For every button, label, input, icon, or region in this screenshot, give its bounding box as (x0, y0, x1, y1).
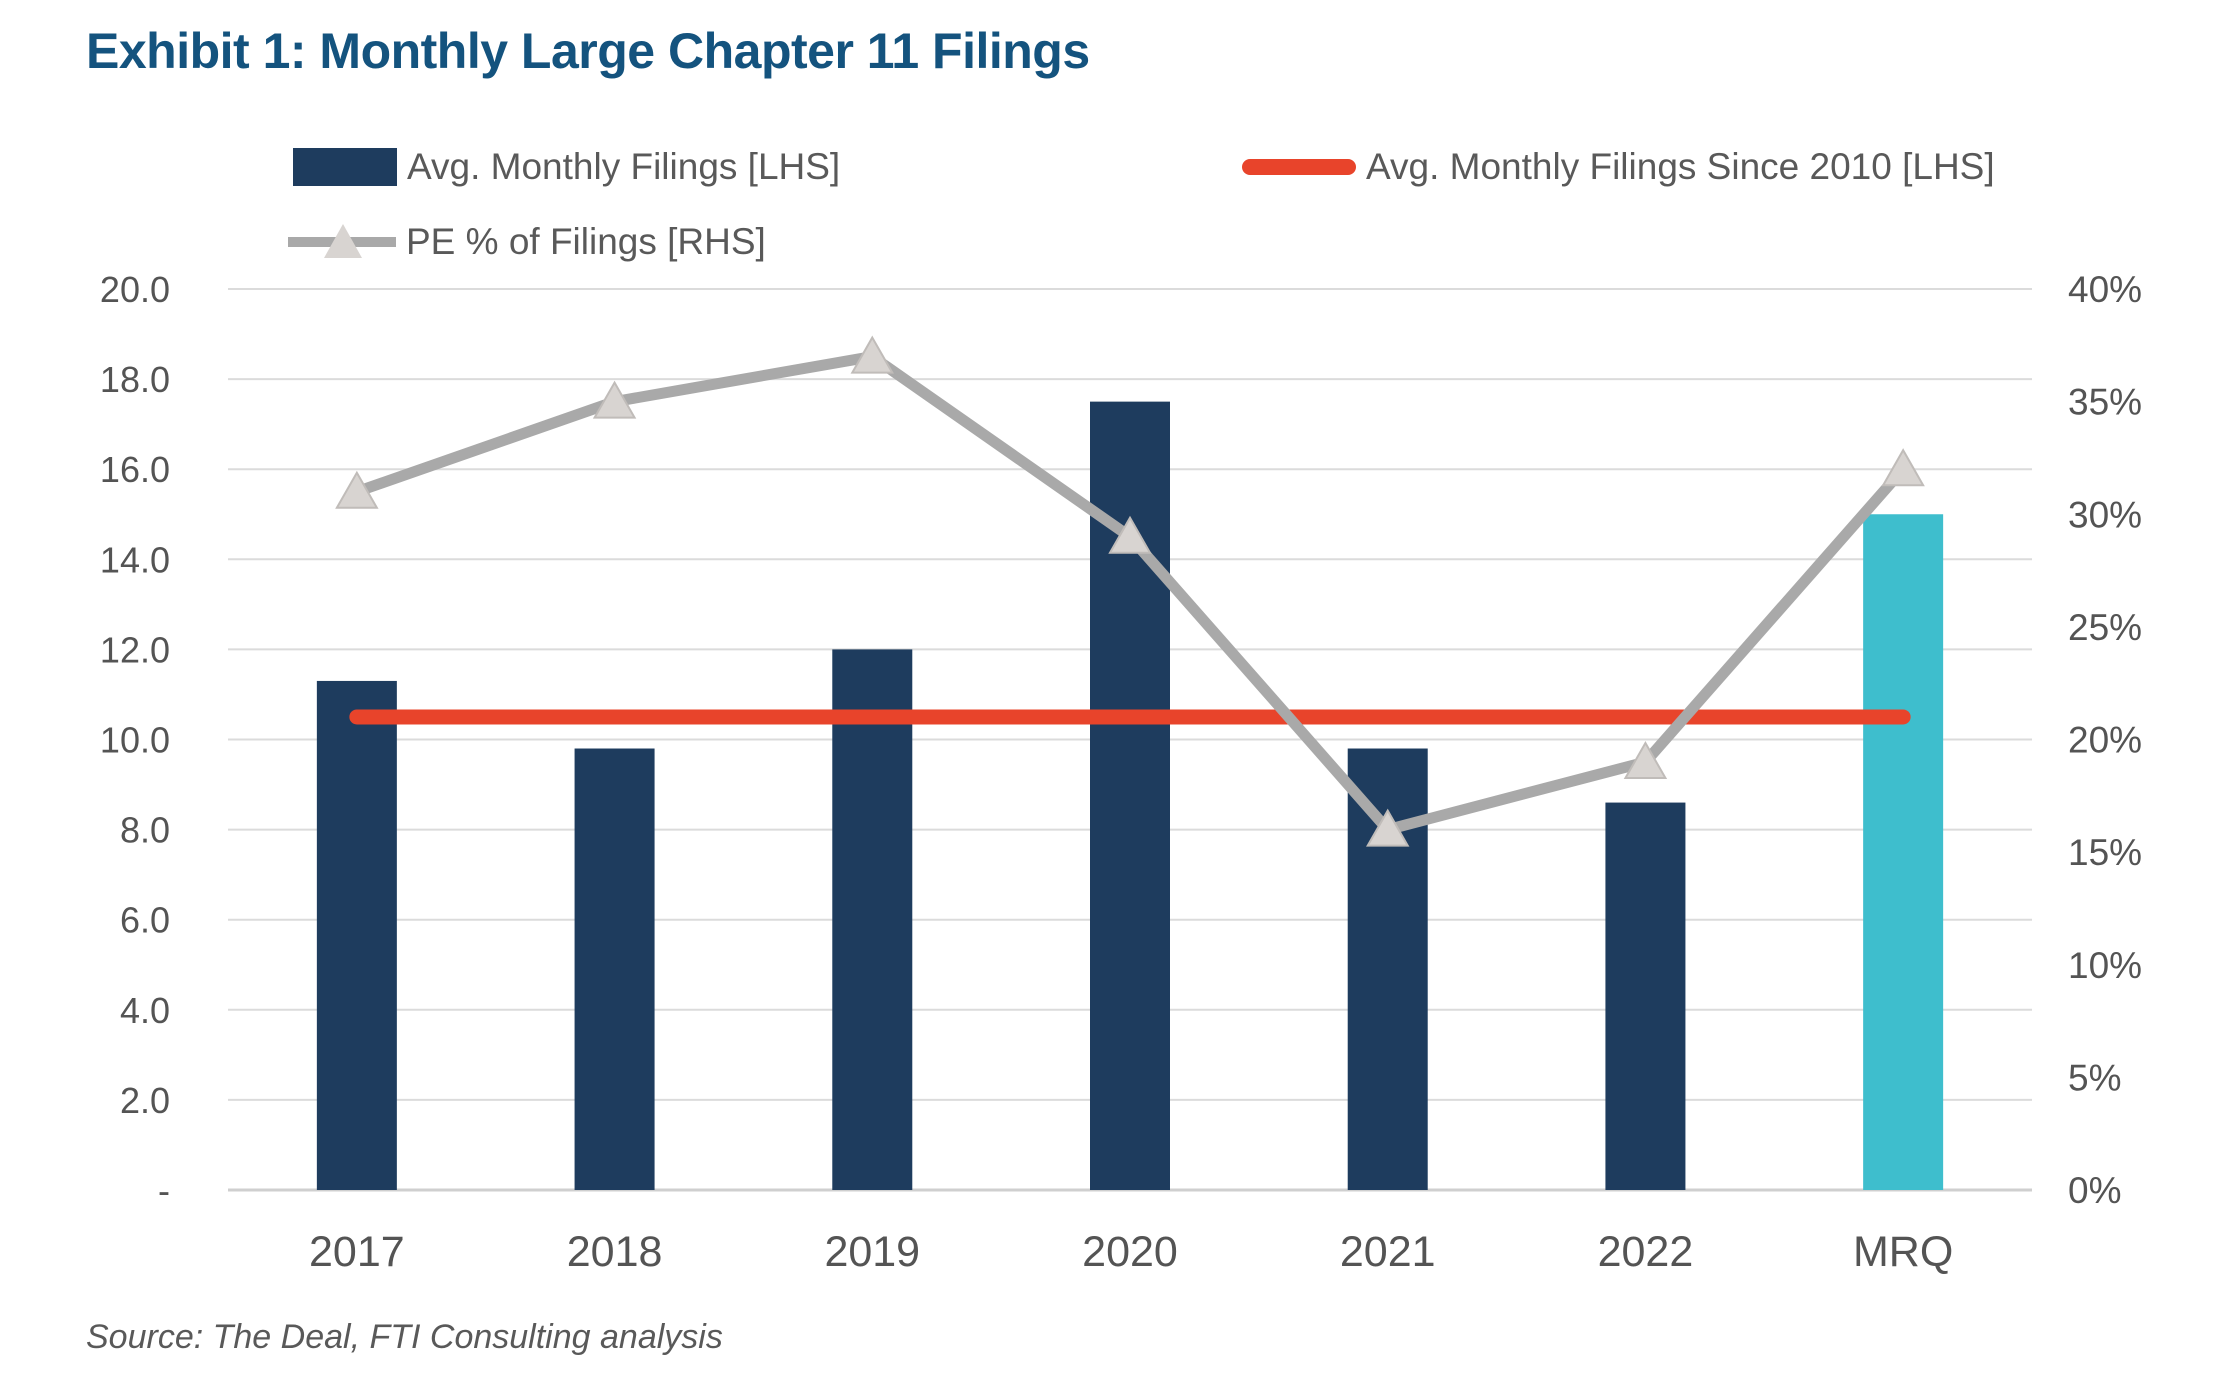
triangle-marker-2021 (1365, 808, 1410, 847)
x-axis-label-2020: 2020 (1082, 1228, 1178, 1276)
triangle-line-swatch-icon (288, 222, 396, 262)
legend-item-pe-percent: PE % of Filings [RHS] (288, 220, 766, 264)
triangle-marker-2020 (1108, 515, 1152, 554)
left-axis-tick-label: 18.0 (100, 359, 170, 400)
left-axis-tick-label: 14.0 (100, 539, 170, 580)
right-axis-tick-label: 25% (2068, 607, 2142, 648)
bar-MRQ (1863, 514, 1944, 1190)
triangle-marker-2018 (592, 380, 637, 419)
red-line-swatch-icon (1242, 159, 1356, 175)
left-axis-tick-label: 8.0 (120, 810, 170, 851)
left-axis-tick-label: 12.0 (100, 629, 170, 670)
x-axis-label-2022: 2022 (1598, 1228, 1694, 1276)
legend-item-avg-monthly-filings: Avg. Monthly Filings [LHS] (293, 145, 840, 189)
triangle-marker-MRQ (1881, 448, 1925, 487)
left-axis-tick-label: 20.0 (100, 269, 170, 310)
triangle-marker-2022 (1623, 741, 1668, 780)
x-axis-label-2021: 2021 (1340, 1228, 1436, 1276)
right-axis-tick-label: 40% (2068, 269, 2142, 310)
x-axis-label-MRQ: MRQ (1853, 1228, 1953, 1276)
legend-item-avg-since-2010: Avg. Monthly Filings Since 2010 [LHS] (1242, 145, 1995, 189)
bar-2022 (1605, 802, 1686, 1190)
bar-2017 (316, 680, 397, 1190)
x-axis-label-2017: 2017 (309, 1228, 405, 1276)
right-axis-tick-label: 35% (2068, 382, 2142, 423)
right-axis-tick-label: 0% (2068, 1170, 2121, 1211)
legend-label: Avg. Monthly Filings Since 2010 [LHS] (1366, 146, 1995, 187)
left-axis-tick-label: 2.0 (120, 1080, 170, 1121)
right-axis-tick-label: 30% (2068, 494, 2142, 535)
left-axis-tick-label: 10.0 (100, 720, 170, 761)
legend-label: Avg. Monthly Filings [LHS] (407, 146, 841, 187)
left-axis-labels: 20.0 18.0 16.0 14.0 12.0 10.0 8.0 6.0 4.0 2.0 - (100, 269, 170, 1211)
triangle-marker-2019 (850, 335, 895, 374)
x-axis-label-2019: 2019 (824, 1228, 920, 1276)
right-axis-tick-label: 15% (2068, 832, 2142, 873)
left-axis-tick-label: 4.0 (120, 990, 170, 1031)
right-axis-labels: 40% 35% 30% 25% 20% 15% 10% 5% 0% (2068, 269, 2142, 1211)
left-axis-tick-label: 16.0 (100, 449, 170, 490)
source-note: Source: The Deal, FTI Consulting analysi… (86, 1318, 723, 1356)
triangle-marker-2017 (335, 470, 379, 509)
bar-2018 (574, 748, 655, 1190)
x-axis-labels: 2017 2018 2019 2020 2021 2022 MRQ (309, 1228, 1953, 1276)
left-axis-tick-label: - (158, 1170, 170, 1211)
left-axis-tick-label: 6.0 (120, 900, 170, 941)
right-axis-tick-label: 5% (2068, 1057, 2121, 1098)
x-axis-label-2018: 2018 (567, 1228, 663, 1276)
pe-markers (335, 335, 1925, 847)
right-axis-tick-label: 20% (2068, 720, 2142, 761)
right-axis-tick-label: 10% (2068, 945, 2142, 986)
chart-title: Exhibit 1: Monthly Large Chapter 11 Fili… (86, 23, 1090, 79)
bar-2019 (832, 649, 913, 1190)
legend-label: PE % of Filings [RHS] (406, 221, 766, 262)
bar-swatch-icon (293, 148, 397, 186)
